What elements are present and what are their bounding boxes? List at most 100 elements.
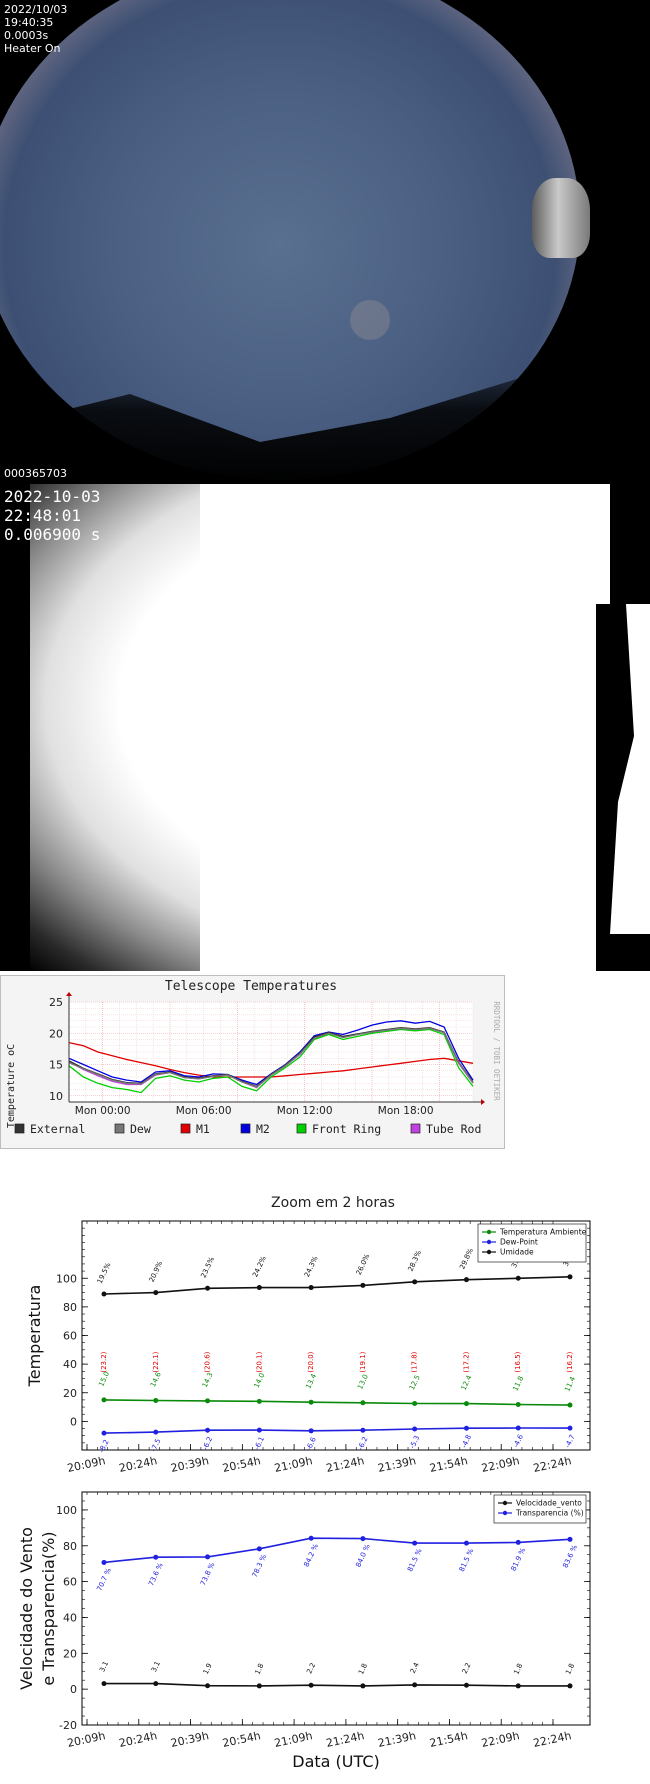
series-line-umidade <box>103 1276 571 1295</box>
moon-glow <box>350 300 390 340</box>
telescope-chart-ylabel: Temperature oC <box>6 1044 17 1128</box>
telescope-xtick-label: Mon 00:00 <box>75 1105 131 1117</box>
data-point <box>412 1426 418 1432</box>
data-label: 3.1 <box>98 1660 110 1673</box>
data-label: 12.5 <box>408 1374 422 1392</box>
data-point <box>256 1546 262 1552</box>
data-point <box>515 1275 521 1281</box>
legend-marker <box>486 1249 492 1255</box>
data-label: 19.5% <box>96 1261 113 1285</box>
data-point <box>360 1400 366 1406</box>
legend-label-dew: Dew <box>130 1122 151 1136</box>
telescope-x-arrow <box>481 1099 485 1105</box>
data-label: 73.6 % <box>147 1561 165 1587</box>
data-label: -6.6 <box>305 1436 318 1452</box>
data-label: 3.1 <box>150 1660 162 1673</box>
telescope-dome <box>532 178 590 258</box>
legend-label-m2: M2 <box>256 1122 270 1136</box>
data-point <box>308 1285 314 1291</box>
extra-label: (20.6) <box>204 1351 212 1372</box>
data-label: 73.8 % <box>199 1561 217 1587</box>
camera1-date: 2022/10/03 <box>4 3 68 16</box>
x-tick-label: 21:24h <box>325 1454 366 1475</box>
extra-label: (20.0) <box>307 1351 315 1372</box>
legend-entry: Transparencia (%) <box>515 1509 584 1518</box>
data-point <box>463 1401 469 1407</box>
zoom-title: Zoom em 2 horas <box>271 1195 395 1211</box>
extra-label: (16.5) <box>514 1351 522 1372</box>
data-label: 29.8% <box>458 1247 475 1271</box>
data-point <box>412 1540 418 1546</box>
legend-label-front-ring: Front Ring <box>312 1122 381 1136</box>
legend-entry: Dew-Point <box>500 1238 538 1247</box>
edge-saturated-top <box>596 484 610 604</box>
data-point <box>256 1398 262 1404</box>
y-tick-label: 60 <box>63 1330 77 1343</box>
x-tick-label: 22:24h <box>532 1729 573 1750</box>
legend-label-m1: M1 <box>196 1122 210 1136</box>
telescope-xtick-label: Mon 12:00 <box>277 1105 333 1117</box>
x-tick-label: 20:24h <box>118 1729 159 1750</box>
y-tick-label: 100 <box>56 1272 77 1285</box>
data-label: 26.0% <box>355 1252 372 1276</box>
telescope-series-front-ring <box>68 1028 474 1094</box>
x-tick-label: 22:09h <box>480 1454 521 1475</box>
camera1-time: 19:40:35 <box>4 16 54 29</box>
y-tick-label: -20 <box>59 1719 77 1732</box>
data-point <box>463 1425 469 1431</box>
data-label: 24.2% <box>251 1255 268 1279</box>
y-tick-label: 80 <box>63 1301 77 1314</box>
data-label: 13.4 <box>304 1372 318 1390</box>
y-tick-label: 0 <box>70 1415 77 1428</box>
legend-swatch-front-ring <box>296 1123 307 1134</box>
x-tick-label: 21:09h <box>273 1729 314 1750</box>
data-point <box>567 1425 573 1431</box>
data-label: 84.2 % <box>303 1542 321 1568</box>
telescope-y-arrow <box>66 992 72 996</box>
y-tick-label: 100 <box>56 1504 77 1517</box>
x-tick-label: 22:09h <box>480 1729 521 1750</box>
data-point <box>412 1682 418 1688</box>
data-point <box>515 1425 521 1431</box>
data-label: -5.3 <box>408 1434 421 1450</box>
data-point <box>412 1400 418 1406</box>
data-point <box>463 1682 469 1688</box>
legend-marker <box>502 1500 508 1506</box>
data-point <box>153 1681 159 1687</box>
x-axis-label: Data (UTC) <box>292 1752 380 1771</box>
data-point <box>101 1430 107 1436</box>
data-label: -6.2 <box>357 1436 370 1452</box>
data-point <box>256 1427 262 1433</box>
x-tick-label: 20:39h <box>170 1454 211 1475</box>
data-point <box>567 1274 573 1280</box>
data-label: 81.5 % <box>458 1547 476 1573</box>
series-line-velocidade-vento <box>104 1682 570 1687</box>
y-tick-label: 40 <box>63 1358 77 1371</box>
zoom-charts: Zoom em 2 horas 0 20 40 60 80 100 20:09h 20:24h… <box>0 1180 650 1780</box>
series-line-dew-point <box>103 1427 571 1434</box>
data-label: 81.9 % <box>510 1546 528 1572</box>
telescope-temperatures-chart: Telescope Temperatures Temperature oC RR… <box>0 975 505 1149</box>
data-label: -6.1 <box>253 1435 266 1451</box>
temperature-chart: 0 20 40 60 80 100 20:09h 20:24h 20:39h 20:54h 21:0… <box>25 1220 591 1475</box>
legend-label-tube-rod: Tube Rod <box>426 1122 481 1136</box>
telescope-ytick-label: 15 <box>49 1059 63 1072</box>
data-label: 70.7 % <box>95 1567 113 1593</box>
data-point <box>360 1282 366 1288</box>
extra-label: (23.2) <box>100 1351 108 1372</box>
data-label: 13.0 <box>356 1373 370 1391</box>
x-tick-label: 22:24h <box>532 1454 573 1475</box>
data-point <box>567 1402 573 1408</box>
sky-saturated <box>200 484 600 971</box>
telescope-xtick-label: Mon 06:00 <box>176 1105 232 1117</box>
telescope-ytick-label: 10 <box>49 1090 63 1103</box>
camera1-heater-status: Heater On <box>4 42 61 55</box>
data-label: -6.2 <box>201 1436 214 1452</box>
extra-label: (19.1) <box>359 1351 367 1372</box>
data-label: 1.8 <box>357 1662 369 1675</box>
data-label: -4.7 <box>564 1433 577 1449</box>
data-point <box>463 1277 469 1283</box>
y-tick-label: 0 <box>70 1683 77 1696</box>
series-line-temperatura-ambiente <box>103 1399 571 1406</box>
